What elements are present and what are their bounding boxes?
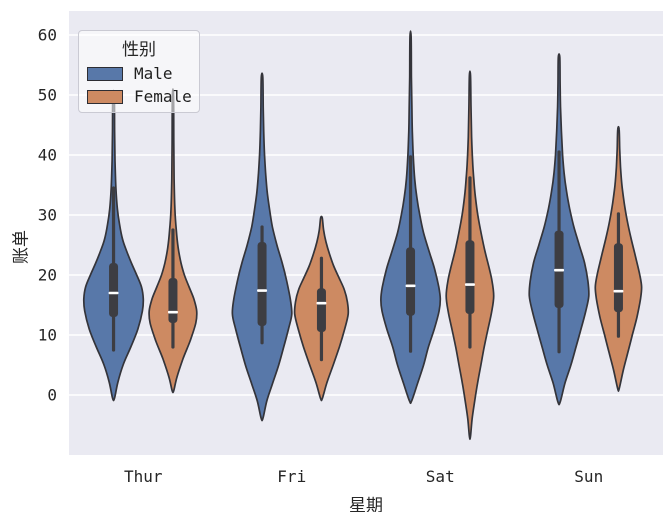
legend-item-female: Female [87,87,192,106]
median-sun-male [554,268,565,272]
x-axis-label: 星期 [349,496,383,512]
legend-label-female: Female [134,87,192,106]
y-tick-label-60: 60 [38,26,57,45]
legend-title: 性别 [122,40,156,60]
iqr-box-fri-male [257,242,267,326]
x-tick-label-fri: Fri [277,467,306,486]
female-color-swatch-icon [87,89,123,104]
median-sun-female [613,289,624,293]
iqr-box-sun-female [613,243,623,313]
male-color-swatch-icon [87,66,123,81]
median-sat-female [464,283,475,286]
y-tick-label-50: 50 [38,86,57,105]
legend-label-male: Male [134,64,173,83]
legend-item-male: Male [87,64,191,83]
iqr-box-thur-male [109,263,119,317]
median-fri-female [316,301,327,305]
median-thur-male [108,291,119,295]
median-sat-male [405,284,416,288]
legend: 性别 Male Female [78,30,200,113]
y-axis-label: 账单 [11,230,32,264]
iqr-box-sat-female [465,240,475,314]
y-tick-label-20: 20 [38,266,57,285]
iqr-box-thur-female [168,278,178,323]
y-tick-label-10: 10 [38,326,57,345]
x-tick-label-sat: Sat [426,467,455,486]
y-tick-label-0: 0 [47,386,57,405]
iqr-box-fri-female [316,288,326,332]
median-thur-female [167,310,178,314]
y-tick-label-40: 40 [38,146,57,165]
x-tick-label-sun: Sun [574,467,603,486]
x-tick-label-thur: Thur [124,467,163,486]
y-tick-label-30: 30 [38,206,57,225]
median-fri-male [257,289,268,292]
iqr-box-sat-male [406,247,416,316]
